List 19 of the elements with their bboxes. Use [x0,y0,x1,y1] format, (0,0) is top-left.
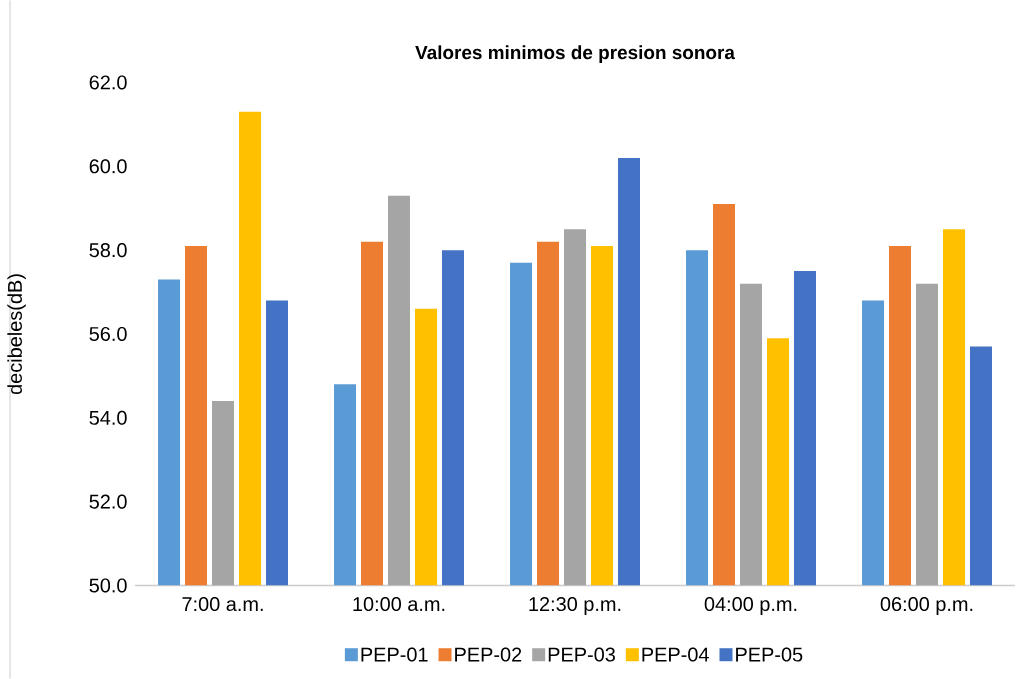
y-tick-label: 54.0 [89,410,127,425]
x-tick-label: 7:00 a.m. [182,597,263,612]
y-axis-title: decibeles(dB) [7,274,26,395]
y-tick-label: 62.0 [89,75,127,90]
y-tick-label: 56.0 [89,326,127,342]
legend-label: PEP-01 [361,647,428,662]
y-tick-label: 58.0 [89,243,127,258]
legend-label: PEP-05 [736,647,803,662]
y-tick-label: 50.0 [89,578,127,593]
x-tick-label: 06:00 p.m. [880,597,973,616]
y-tick-label: 60.0 [89,159,127,174]
x-tick-label: 04:00 p.m. [704,597,797,616]
x-tick-label: 10:00 a.m. [353,597,445,612]
x-tick-label: 12:30 p.m. [529,597,621,616]
legend-label: PEP-04 [642,647,709,662]
chart-title: Valores minimos de presion sonora [415,45,736,63]
y-tick-label: 52.0 [89,494,127,509]
legend-label: PEP-03 [548,647,615,662]
legend-label: PEP-02 [455,647,522,662]
